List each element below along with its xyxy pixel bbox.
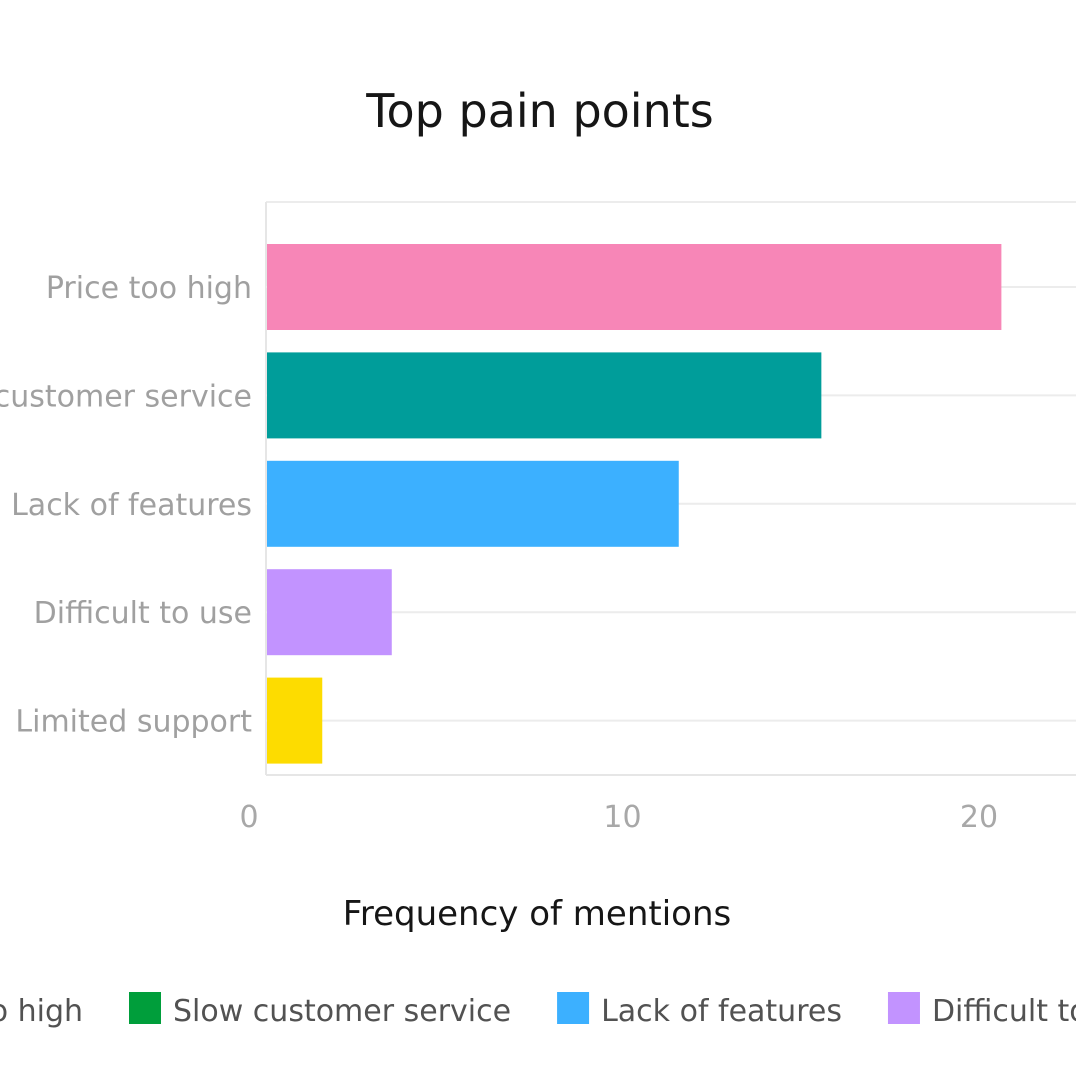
legend-label: Slow customer service: [173, 994, 511, 1029]
legend-swatch: [887, 992, 920, 1024]
x-tick-label: 10: [603, 800, 641, 835]
legend-label: Difficult to use: [932, 994, 1076, 1029]
legend-item: Difficult to use: [887, 992, 1076, 1029]
legend-item: Price too high: [0, 994, 83, 1029]
x-axis-title: Frequency of mentions: [343, 894, 731, 934]
category-label: Lack of features: [11, 488, 252, 523]
legend-item: Lack of features: [557, 992, 842, 1029]
bars: [267, 244, 1002, 764]
category-labels: Price too high Slow customer service Lack …: [0, 271, 252, 740]
bar[interactable]: [267, 352, 822, 439]
bar[interactable]: [267, 677, 323, 764]
category-label: Price too high: [46, 271, 252, 306]
legend-label: Lack of features: [601, 994, 842, 1029]
legend-swatch: [129, 992, 161, 1024]
legend-swatch: [557, 992, 590, 1024]
bar[interactable]: [267, 460, 679, 547]
chart-title: Top pain points: [365, 84, 713, 138]
legend-label: Price too high: [0, 994, 83, 1029]
bar[interactable]: [267, 569, 392, 656]
x-tick-label: 20: [960, 800, 998, 835]
x-tick-labels: 0 10 20: [239, 800, 998, 835]
x-tick-label: 0: [239, 800, 258, 835]
legend-item: Slow customer service: [129, 992, 511, 1029]
bar[interactable]: [267, 244, 1002, 330]
legend: Price too high Slow customer service Lack …: [0, 992, 1076, 1029]
category-label: Slow customer service: [0, 379, 252, 414]
category-label: Limited support: [15, 705, 252, 740]
category-label: Difficult to use: [34, 596, 252, 631]
